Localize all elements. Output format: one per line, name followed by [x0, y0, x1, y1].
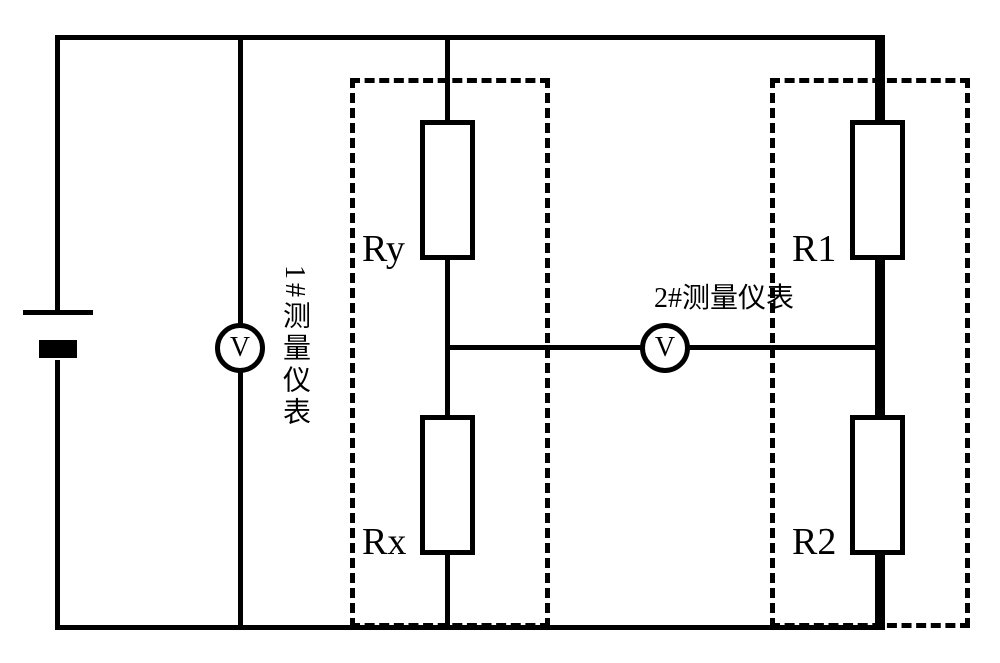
voltmeter-2-symbol: V: [645, 328, 685, 368]
voltmeter-1-symbol: V: [220, 328, 260, 368]
label-r1: R1: [792, 230, 836, 268]
circuit-diagram: Ry Rx R1 R2 V V 1#测量仪表 2#测量仪表: [0, 0, 1000, 663]
resistor-ry: [420, 120, 475, 260]
wire-top: [55, 35, 885, 40]
label-ry: Ry: [362, 230, 405, 268]
label-r2: R2: [792, 523, 836, 561]
voltmeter-2: V: [640, 323, 690, 373]
caption-meter-1: 1#测量仪表: [280, 265, 308, 429]
resistor-r1: [850, 120, 905, 260]
resistor-rx: [420, 415, 475, 555]
resistor-r2: [850, 415, 905, 555]
wire-left-lower: [55, 360, 60, 630]
voltmeter-1: V: [215, 323, 265, 373]
battery-short-plate: [39, 340, 77, 358]
wire-meter1-upper: [238, 35, 243, 325]
wire-meter1-lower: [238, 368, 243, 630]
caption-meter-2: 2#测量仪表: [654, 285, 794, 313]
battery-long-plate: [23, 310, 93, 315]
label-rx: Rx: [362, 523, 406, 561]
wire-left-upper: [55, 35, 60, 310]
